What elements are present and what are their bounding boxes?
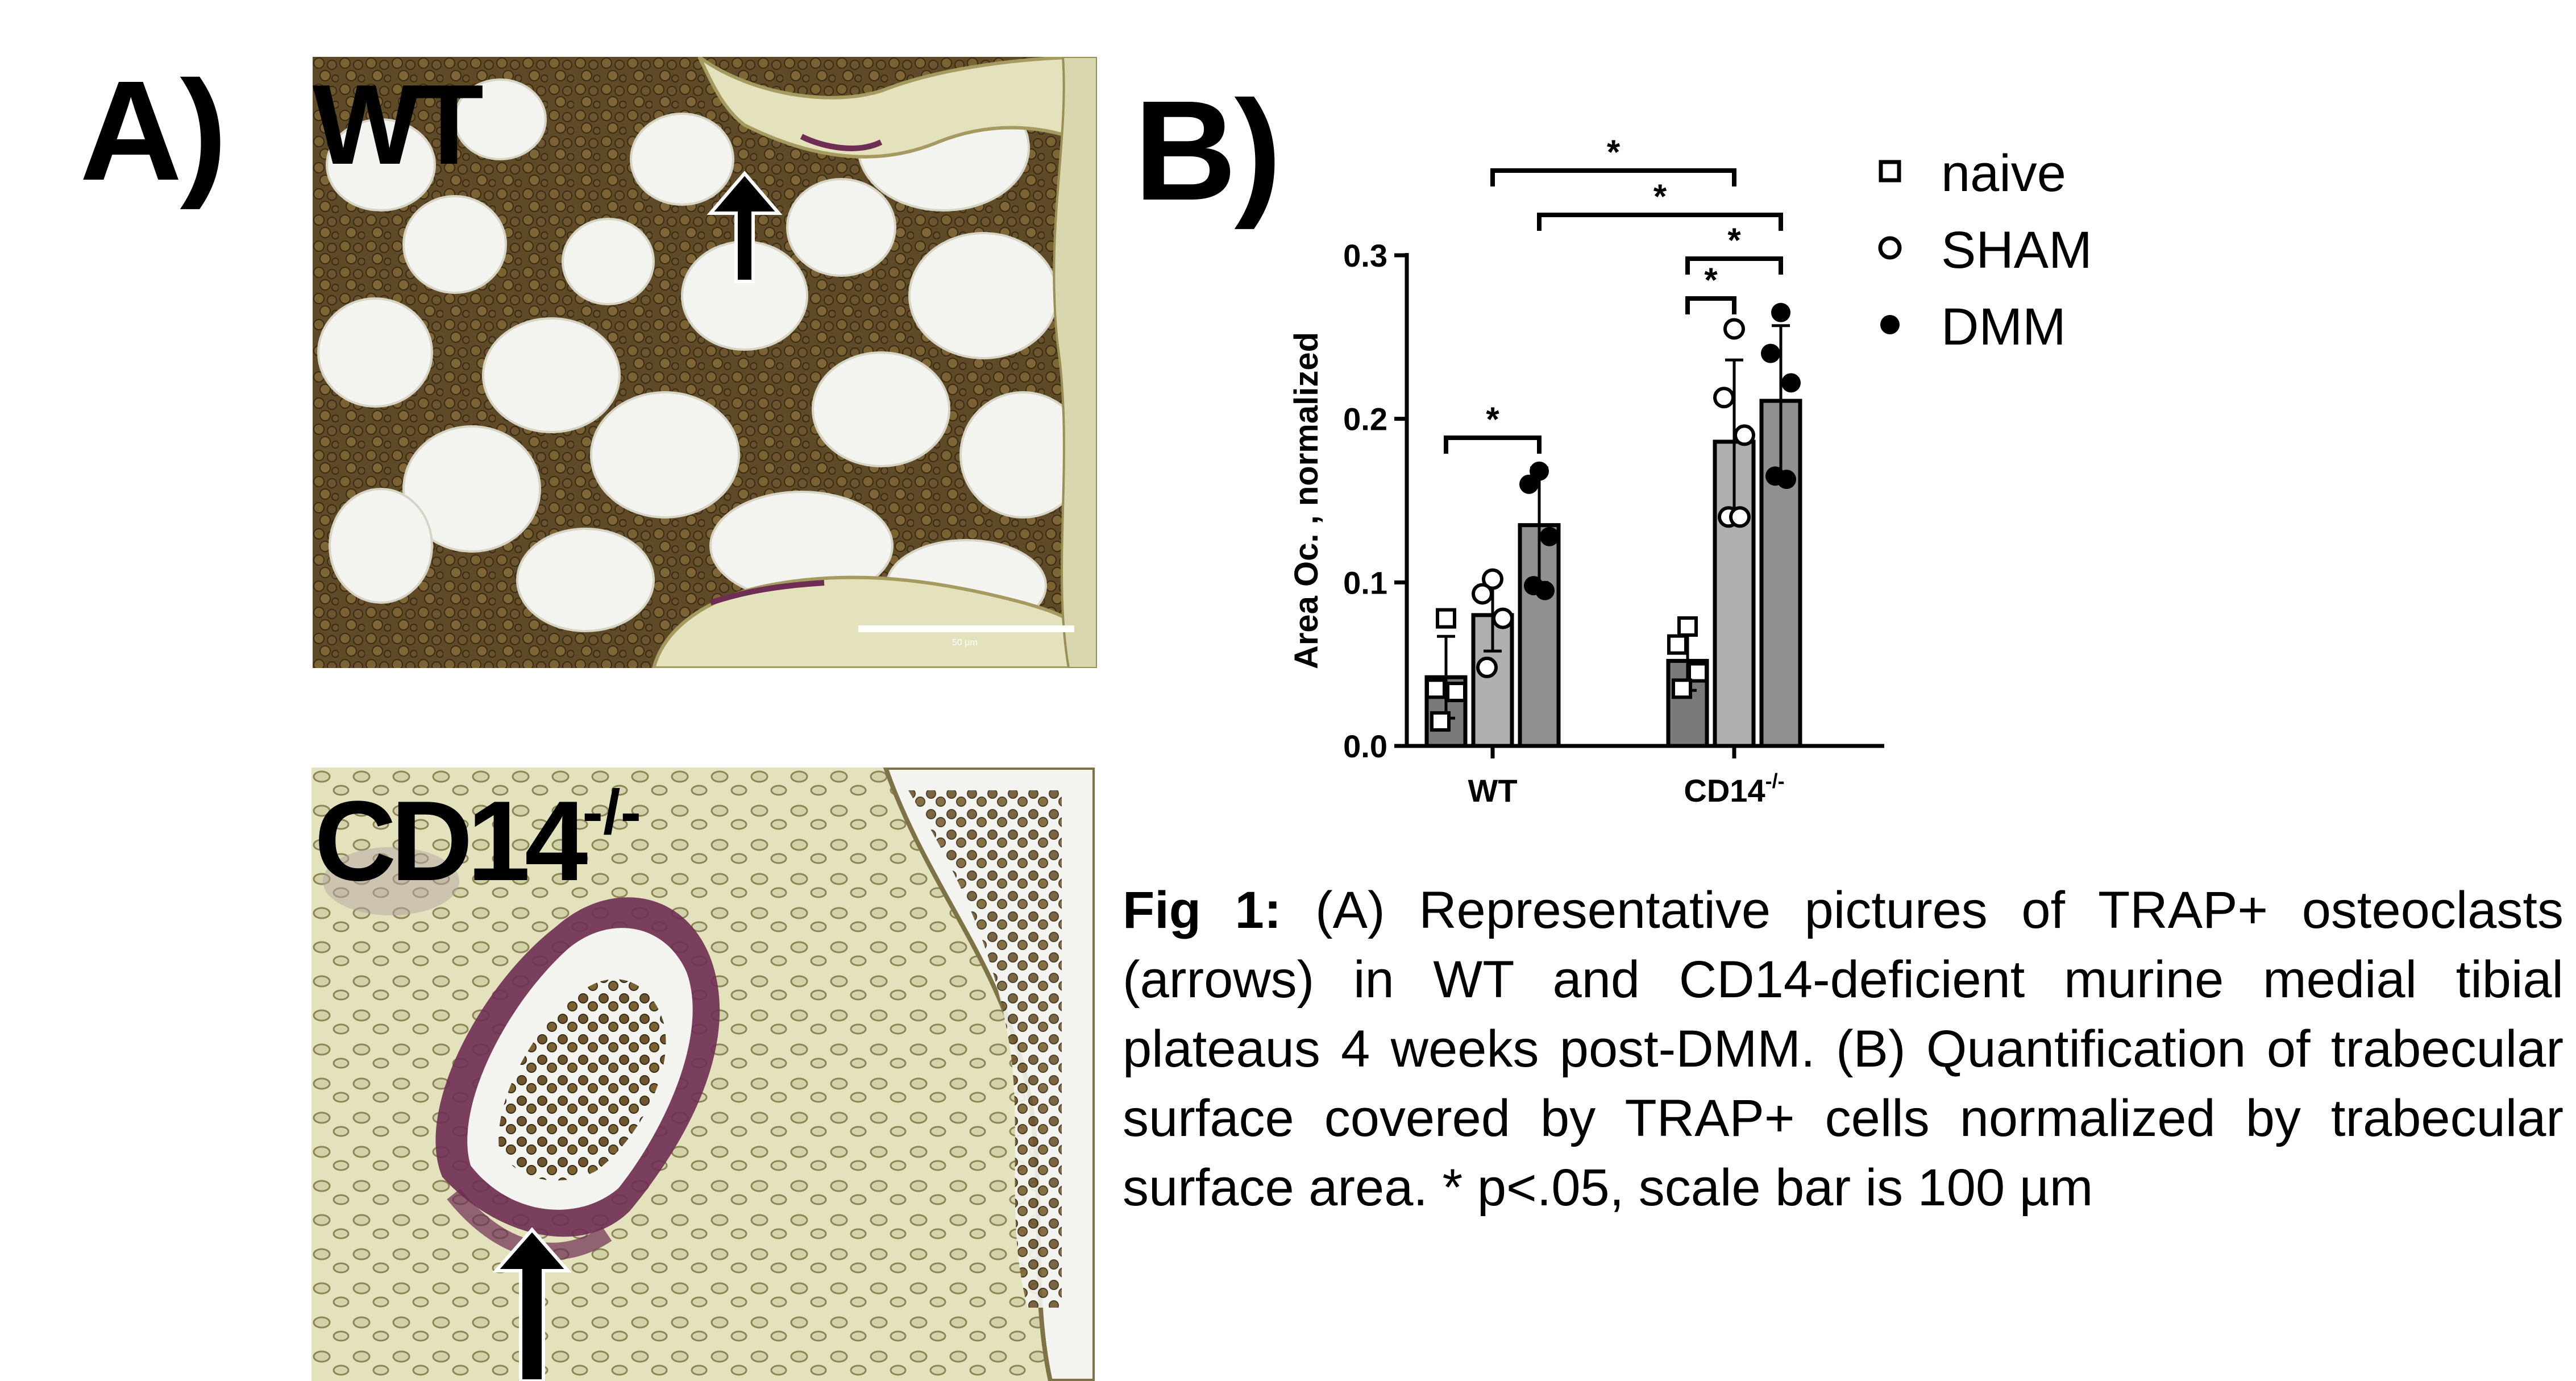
data-point-square <box>1430 711 1451 732</box>
significance-label: * <box>1704 261 1718 299</box>
data-point-filled-circle <box>1771 302 1790 322</box>
micrograph-wt: WT 50 µm <box>313 57 1097 668</box>
micrograph-cd14-label: CD14-/- <box>314 777 642 905</box>
filled-circle-icon <box>1880 315 1900 334</box>
micrograph-wt-texture <box>313 57 1097 668</box>
data-point-square <box>1667 634 1688 655</box>
caption-text: (A) Representative pictures of TRAP+ ost… <box>1123 881 2563 1217</box>
x-tick-label: WT <box>1468 773 1517 808</box>
panel-label-b: B) <box>1134 71 1282 230</box>
data-point-open-circle <box>1492 607 1514 629</box>
data-point-square <box>1688 662 1708 683</box>
open-circle-icon <box>1878 236 1902 260</box>
data-point-filled-circle <box>1535 580 1555 600</box>
scale-bar <box>858 625 1074 632</box>
data-point-filled-circle <box>1540 526 1559 546</box>
significance-bracket <box>1444 436 1542 454</box>
significance-label: * <box>1486 400 1499 438</box>
micrograph-cd14: CD14-/- <box>311 768 1095 1381</box>
data-point-open-circle <box>1482 568 1503 590</box>
figure-caption: Fig 1: (A) Representative pictures of TR… <box>1123 876 2563 1222</box>
legend-label-naive: naive <box>1941 144 2066 202</box>
significance-label: * <box>1727 221 1741 259</box>
significance-bracket <box>1490 168 1736 186</box>
data-point-filled-circle <box>1781 373 1801 393</box>
data-point-filled-circle <box>1777 470 1796 490</box>
y-tick-label: 0.1 <box>1343 565 1387 600</box>
data-point-square <box>1672 678 1692 699</box>
data-point-filled-circle <box>1530 461 1549 481</box>
data-point-open-circle <box>1476 656 1498 678</box>
data-point-open-circle <box>1734 424 1755 446</box>
scale-bar-text: 50 µm <box>952 638 978 648</box>
x-tick-label: CD14-/- <box>1684 769 1784 808</box>
data-point-filled-circle <box>1761 343 1780 363</box>
data-point-square <box>1677 616 1698 637</box>
panel-label-a: A) <box>80 51 227 210</box>
micrograph-wt-label: WT <box>313 61 484 188</box>
legend-label-sham: SHAM <box>1941 221 2092 279</box>
y-tick-label: 0.0 <box>1343 728 1387 764</box>
significance-bracket <box>1685 256 1783 275</box>
legend-label-dmm: DMM <box>1941 298 2066 356</box>
data-point-square <box>1426 678 1446 699</box>
bar-dmm <box>1759 399 1802 748</box>
micrograph-cd14-texture <box>311 768 1095 1381</box>
data-point-open-circle <box>1723 318 1745 340</box>
data-point-square <box>1436 608 1456 629</box>
caption-title: Fig 1: <box>1123 881 1282 939</box>
data-point-open-circle <box>1729 506 1751 528</box>
open-square-icon <box>1879 160 1901 183</box>
y-tick-label: 0.2 <box>1343 401 1387 437</box>
significance-label: * <box>1607 133 1621 171</box>
data-point-filled-circle <box>1519 474 1539 494</box>
y-axis-label: Area Oc. , normalized <box>1288 332 1325 669</box>
significance-bracket <box>1537 213 1783 231</box>
y-tick-label: 0.3 <box>1343 238 1387 273</box>
significance-bracket <box>1685 296 1736 314</box>
data-point-open-circle <box>1472 583 1493 605</box>
data-point-square <box>1446 682 1466 703</box>
data-point-open-circle <box>1713 387 1735 409</box>
significance-label: * <box>1653 177 1667 215</box>
